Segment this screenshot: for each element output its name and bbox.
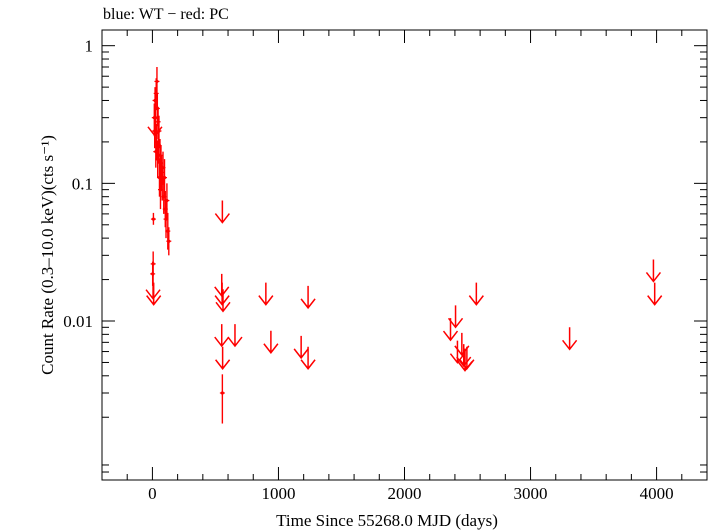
upper-limit-arrow bbox=[456, 344, 472, 368]
y-tick-label: 0.1 bbox=[72, 174, 93, 193]
upper-limit-arrow bbox=[215, 289, 231, 313]
upper-limit-arrow bbox=[300, 285, 316, 310]
data-point bbox=[151, 262, 155, 266]
x-tick-label: 2000 bbox=[388, 484, 422, 503]
x-tick-label: 0 bbox=[148, 484, 157, 503]
upper-limit-arrow bbox=[146, 282, 162, 306]
upper-limit-arrow bbox=[645, 259, 662, 283]
data-point bbox=[167, 239, 171, 243]
upper-limit-arrow bbox=[562, 327, 578, 351]
data-point bbox=[162, 176, 167, 180]
plot-frame bbox=[101, 29, 708, 481]
upper-limits bbox=[145, 113, 663, 372]
y-tick-label: 0.01 bbox=[63, 312, 93, 331]
chart-title: blue: WT − red: PC bbox=[103, 6, 229, 23]
x-axis-ticks: 0 1000 2000 3000 4000 bbox=[101, 30, 708, 503]
upper-limit-arrow bbox=[214, 200, 230, 224]
y-axis-ticks: 0.01 0.1 1 bbox=[63, 37, 707, 481]
data-point bbox=[155, 79, 159, 84]
upper-limit-arrow bbox=[258, 282, 274, 306]
upper-limit-arrow bbox=[468, 282, 484, 306]
upper-limit-arrow bbox=[647, 282, 663, 306]
data-point bbox=[151, 217, 156, 221]
data-point bbox=[161, 166, 165, 170]
upper-limit-arrow bbox=[447, 305, 464, 329]
upper-limit-arrow bbox=[300, 346, 316, 370]
x-tick-label: 3000 bbox=[514, 484, 548, 503]
upper-limit-arrow bbox=[214, 282, 230, 306]
upper-limit-arrow bbox=[147, 113, 163, 138]
upper-limit-arrow bbox=[214, 324, 230, 348]
upper-limit-arrow bbox=[263, 330, 279, 354]
y-tick-label: 1 bbox=[85, 37, 94, 56]
data-points bbox=[150, 67, 225, 424]
data-point bbox=[220, 391, 224, 395]
y-axis-label: Count Rate (0.3–10.0 keV)(cts s⁻¹) bbox=[38, 135, 57, 375]
x-tick-label: 1000 bbox=[261, 484, 295, 503]
upper-limit-arrow bbox=[293, 335, 309, 360]
x-tick-label: 4000 bbox=[640, 484, 674, 503]
upper-limit-arrow bbox=[215, 346, 231, 370]
upper-limit-arrow bbox=[459, 346, 475, 370]
x-axis-label: Time Since 55268.0 MJD (days) bbox=[276, 511, 498, 530]
data-point bbox=[165, 198, 169, 203]
upper-limit-arrow bbox=[227, 324, 243, 348]
